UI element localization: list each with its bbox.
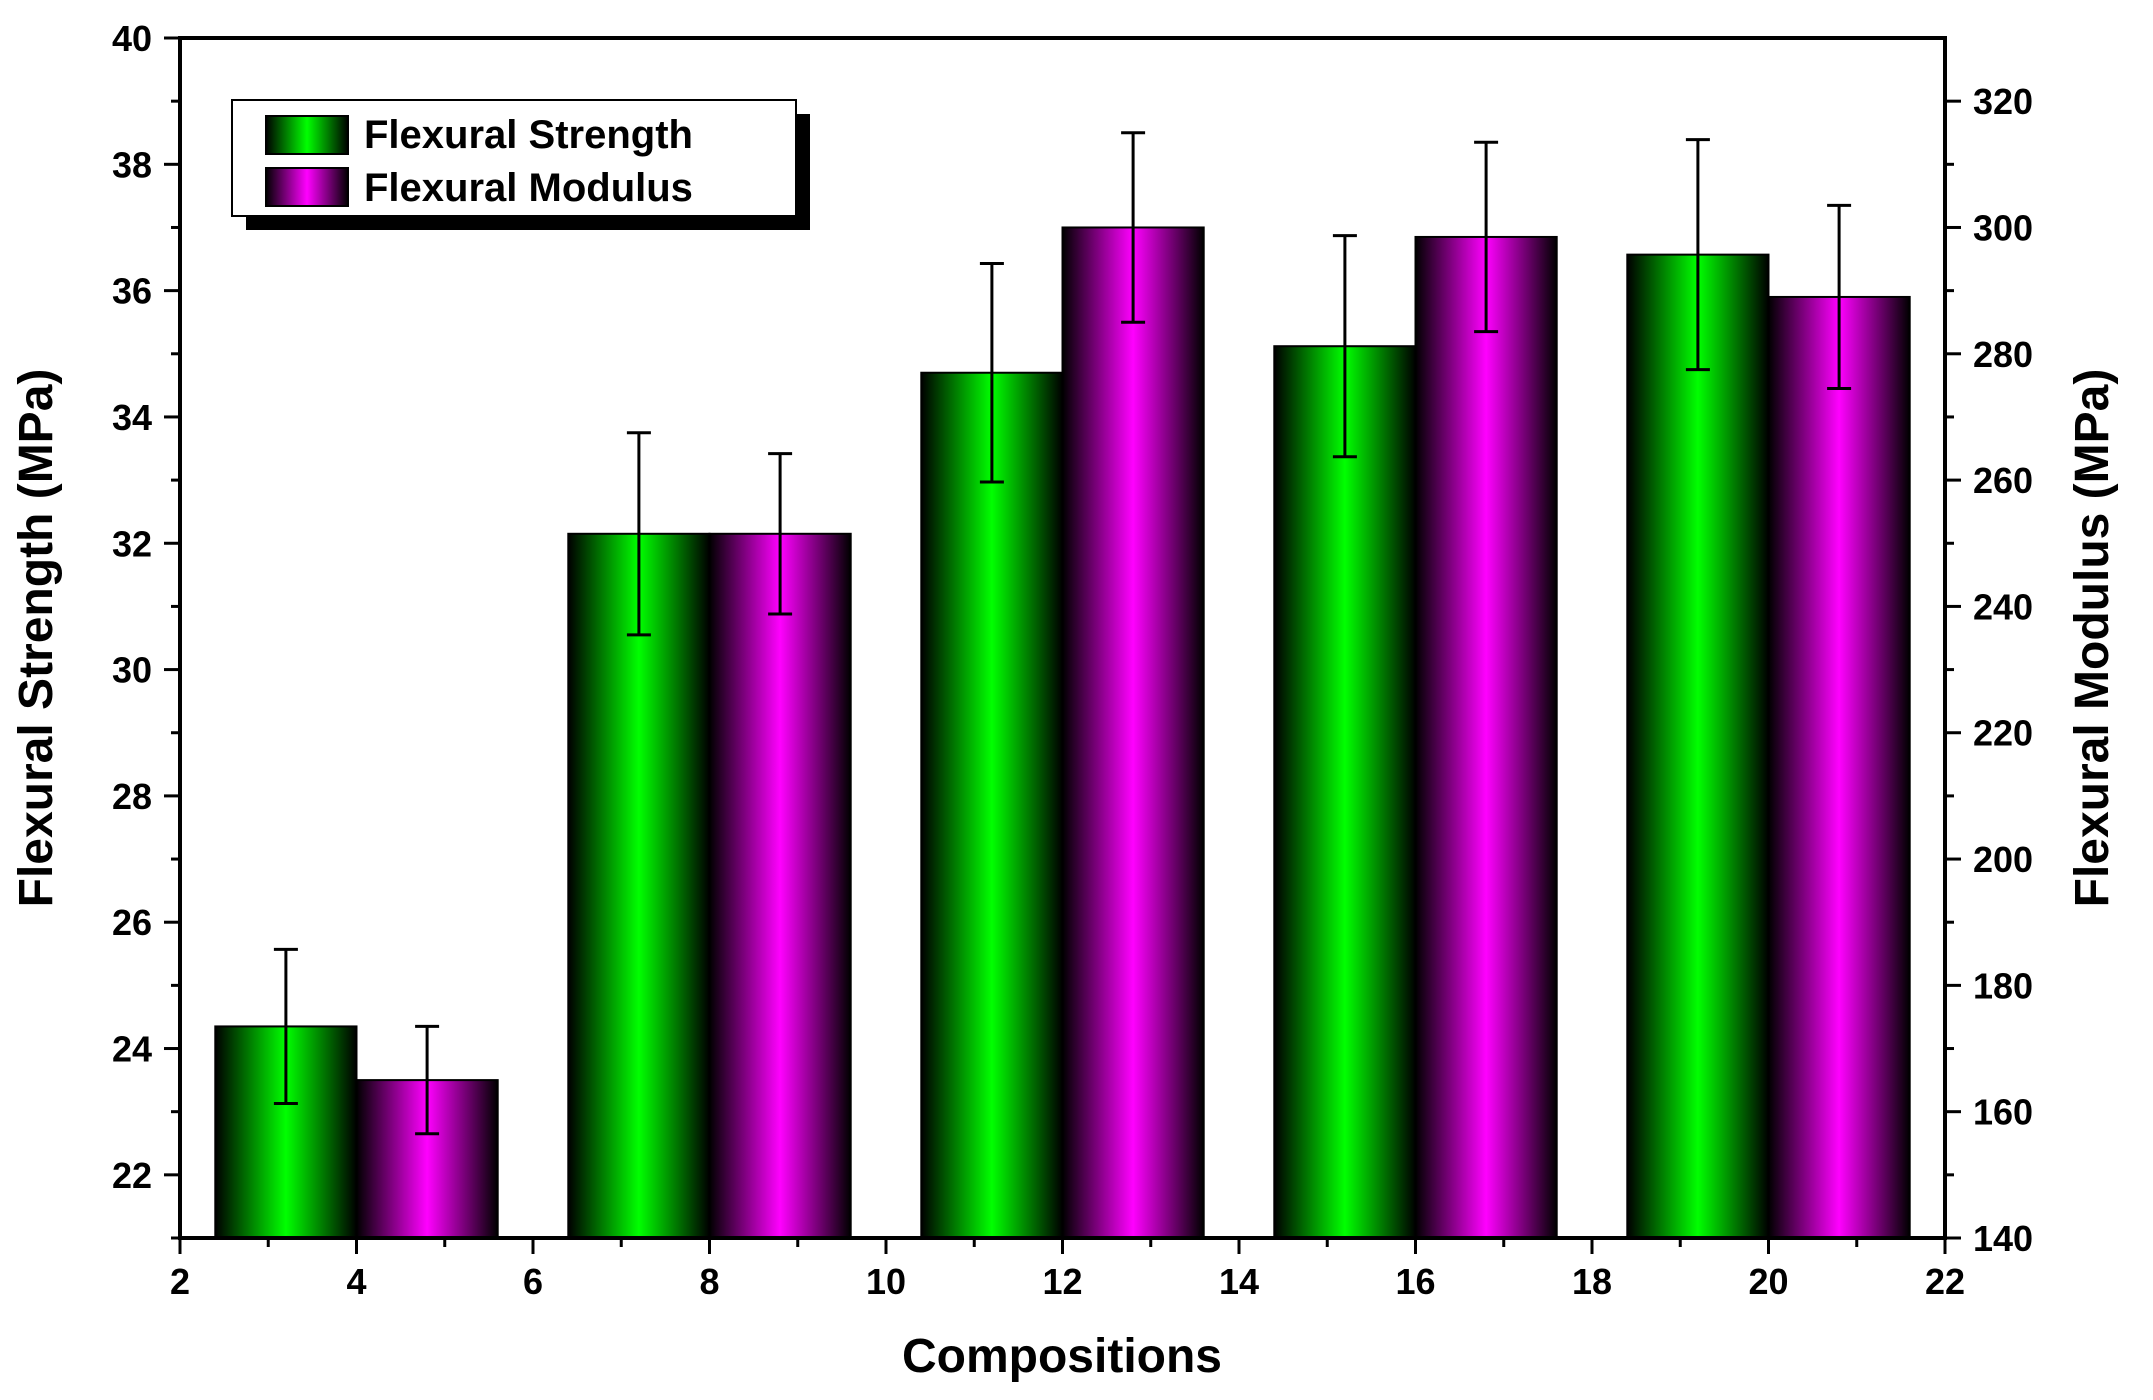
bar-strength-2 <box>567 532 711 1239</box>
y-left-tick-label: 26 <box>112 902 152 943</box>
y-left-tick-label: 32 <box>112 523 152 564</box>
y-left-tick-label: 30 <box>112 650 152 691</box>
y-right-tick-label: 160 <box>1973 1092 2033 1133</box>
y-left-tick-label: 24 <box>112 1029 152 1070</box>
bar-strength-4 <box>1273 345 1417 1240</box>
y-right-tick-label: 280 <box>1973 334 2033 375</box>
errorbar-strength-4 <box>1332 234 1357 459</box>
x-tick-label: 8 <box>699 1261 719 1302</box>
legend-swatch-modulus <box>265 167 349 207</box>
y-right-tick-label: 320 <box>1973 81 2033 122</box>
y-right-tick-label: 260 <box>1973 460 2033 501</box>
y-left-tick-label: 36 <box>112 271 152 312</box>
y-left-tick-label: 28 <box>112 776 152 817</box>
y-left-tick-label: 38 <box>112 144 152 185</box>
bar-strength-5 <box>1626 253 1770 1239</box>
x-tick-label: 6 <box>523 1261 543 1302</box>
bar-modulus-5 <box>1767 295 1911 1239</box>
x-tick-label: 2 <box>170 1261 190 1302</box>
x-axis-title: Compositions <box>902 1330 1222 1383</box>
y-left-axis-title: Flexural Strength (MPa) <box>10 369 63 908</box>
y-right-tick-label: 200 <box>1973 839 2033 880</box>
bar-strength-3 <box>920 371 1064 1240</box>
errorbar-modulus-2 <box>768 452 793 616</box>
bar-modulus-4 <box>1414 235 1558 1239</box>
x-tick-label: 18 <box>1572 1261 1612 1302</box>
y-left-tick-label: 34 <box>112 397 152 438</box>
errorbar-strength-2 <box>626 431 651 637</box>
errorbar-modulus-4 <box>1474 140 1499 334</box>
y-right-tick-label: 140 <box>1973 1218 2033 1259</box>
y-left-tick-label: 22 <box>112 1155 152 1196</box>
errorbar-strength-3 <box>979 261 1004 484</box>
errorbar-strength-1 <box>273 947 298 1105</box>
x-tick-label: 22 <box>1925 1261 1965 1302</box>
x-tick-label: 16 <box>1395 1261 1435 1302</box>
legend-label-strength: Flexural Strength <box>364 113 693 157</box>
bar-modulus-2 <box>708 532 852 1239</box>
ticks-layer: 2 4 6 8 10 12 14 16 18 20 222224262830323436384014… <box>112 18 2033 1302</box>
y-right-tick-label: 220 <box>1973 713 2033 754</box>
y-right-axis-title: Flexural Modulus (MPa) <box>2066 369 2119 908</box>
x-tick-label: 4 <box>346 1261 366 1302</box>
errorbar-modulus-1 <box>415 1024 440 1136</box>
errorbar-strength-5 <box>1685 138 1710 372</box>
errorbar-modulus-5 <box>1827 203 1852 391</box>
y-right-tick-label: 180 <box>1973 965 2033 1006</box>
y-right-tick-label: 300 <box>1973 207 2033 248</box>
x-tick-label: 10 <box>866 1261 906 1302</box>
error-bars-layer <box>273 131 1852 1136</box>
bars-layer <box>214 226 1911 1240</box>
legend-label-modulus: Flexural Modulus <box>364 166 693 210</box>
x-tick-label: 12 <box>1042 1261 1082 1302</box>
errorbar-modulus-3 <box>1121 131 1146 324</box>
legend: Flexural Strength Flexural Modulus <box>231 99 810 230</box>
x-tick-label: 14 <box>1219 1261 1259 1302</box>
bar-modulus-3 <box>1061 226 1205 1239</box>
y-left-tick-label: 40 <box>112 18 152 59</box>
y-right-tick-label: 240 <box>1973 586 2033 627</box>
x-tick-label: 20 <box>1748 1261 1788 1302</box>
legend-swatch-strength <box>265 115 349 155</box>
